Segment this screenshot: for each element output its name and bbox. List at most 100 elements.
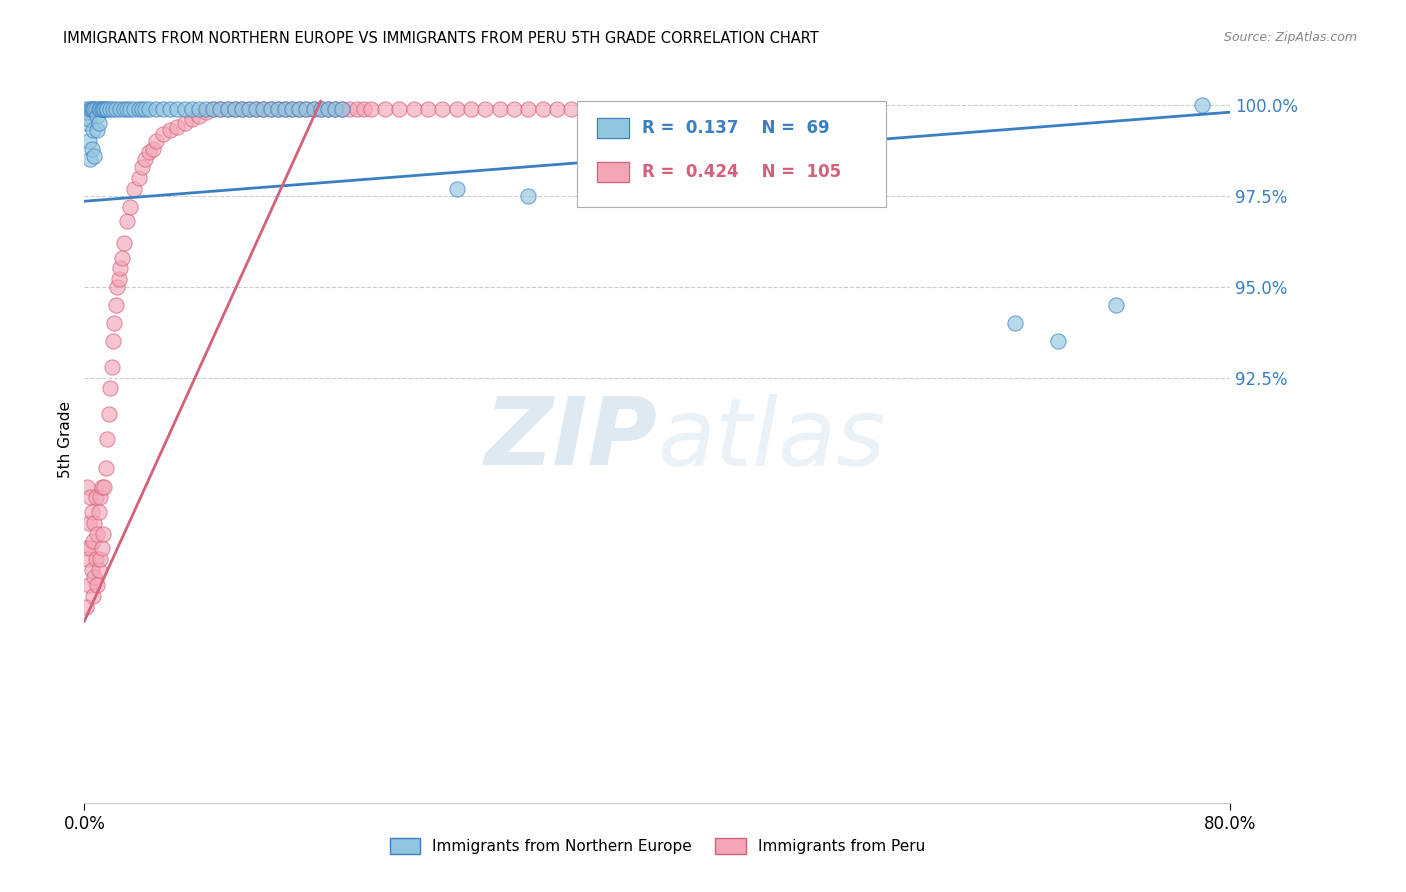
- Point: [93, 102, 115, 116]
- Point: [747, 102, 769, 116]
- Point: [346, 102, 368, 116]
- Point: [1191, 98, 1213, 112]
- Text: ZIP: ZIP: [485, 393, 658, 485]
- Text: atlas: atlas: [658, 393, 886, 485]
- Point: [281, 102, 304, 116]
- Point: [309, 102, 332, 116]
- Point: [224, 102, 246, 116]
- Point: [100, 359, 122, 374]
- Point: [517, 188, 540, 202]
- Point: [180, 112, 202, 127]
- Point: [84, 552, 107, 566]
- Point: [560, 102, 582, 116]
- Point: [267, 102, 290, 116]
- Text: IMMIGRANTS FROM NORTHERN EUROPE VS IMMIGRANTS FROM PERU 5TH GRADE CORRELATION CH: IMMIGRANTS FROM NORTHERN EUROPE VS IMMIG…: [63, 31, 820, 46]
- Point: [531, 102, 554, 116]
- Point: [209, 102, 232, 116]
- Point: [145, 102, 167, 116]
- Point: [75, 541, 97, 556]
- Point: [388, 102, 411, 116]
- Point: [108, 261, 131, 276]
- Point: [134, 102, 156, 116]
- Point: [86, 109, 108, 123]
- Point: [114, 235, 136, 250]
- Point: [195, 105, 218, 120]
- Point: [76, 479, 98, 493]
- Point: [108, 102, 131, 116]
- Point: [79, 541, 101, 556]
- Point: [110, 251, 132, 265]
- Bar: [596, 118, 628, 138]
- Y-axis label: 5th Grade: 5th Grade: [58, 401, 73, 478]
- Point: [661, 102, 683, 116]
- Point: [124, 102, 146, 116]
- Point: [238, 102, 260, 116]
- Point: [238, 102, 260, 116]
- Point: [274, 102, 297, 116]
- Point: [107, 272, 129, 286]
- Point: [259, 102, 281, 116]
- Point: [323, 102, 346, 116]
- Point: [295, 102, 318, 116]
- Point: [446, 102, 468, 116]
- Point: [631, 102, 654, 116]
- Point: [120, 102, 142, 116]
- Point: [316, 102, 339, 116]
- Point: [267, 102, 290, 116]
- Point: [82, 102, 104, 116]
- Point: [94, 461, 117, 475]
- Point: [76, 105, 98, 120]
- Point: [166, 102, 188, 116]
- Point: [87, 563, 110, 577]
- Point: [84, 102, 107, 116]
- Point: [94, 102, 117, 116]
- Point: [91, 526, 114, 541]
- Point: [503, 102, 526, 116]
- Point: [101, 334, 124, 348]
- Point: [104, 298, 127, 312]
- Point: [105, 279, 128, 293]
- Point: [330, 102, 353, 116]
- Point: [131, 160, 153, 174]
- Point: [91, 102, 114, 116]
- Point: [75, 599, 97, 614]
- Point: [77, 516, 100, 530]
- Point: [217, 102, 239, 116]
- Point: [80, 102, 103, 116]
- Point: [166, 120, 188, 134]
- Point: [173, 102, 195, 116]
- Point: [259, 102, 281, 116]
- Point: [75, 102, 97, 116]
- Point: [86, 526, 108, 541]
- Point: [86, 123, 108, 137]
- Point: [80, 142, 103, 156]
- Point: [402, 102, 425, 116]
- Point: [418, 102, 440, 116]
- Point: [575, 102, 598, 116]
- Point: [617, 102, 640, 116]
- Point: [309, 102, 332, 116]
- Point: [114, 102, 136, 116]
- Point: [79, 102, 101, 116]
- Point: [90, 541, 112, 556]
- Point: [79, 491, 101, 505]
- Point: [195, 102, 218, 116]
- Point: [717, 102, 740, 116]
- Point: [77, 134, 100, 148]
- Point: [281, 102, 304, 116]
- Point: [152, 102, 174, 116]
- Point: [245, 102, 267, 116]
- Point: [131, 102, 153, 116]
- Point: [138, 145, 160, 160]
- Point: [87, 102, 110, 116]
- Point: [97, 407, 120, 421]
- Point: [675, 102, 697, 116]
- Point: [89, 491, 111, 505]
- Point: [77, 112, 100, 127]
- Point: [302, 102, 325, 116]
- Point: [374, 102, 396, 116]
- Point: [82, 123, 104, 137]
- Point: [103, 316, 125, 330]
- Point: [252, 102, 274, 116]
- Point: [1004, 316, 1026, 330]
